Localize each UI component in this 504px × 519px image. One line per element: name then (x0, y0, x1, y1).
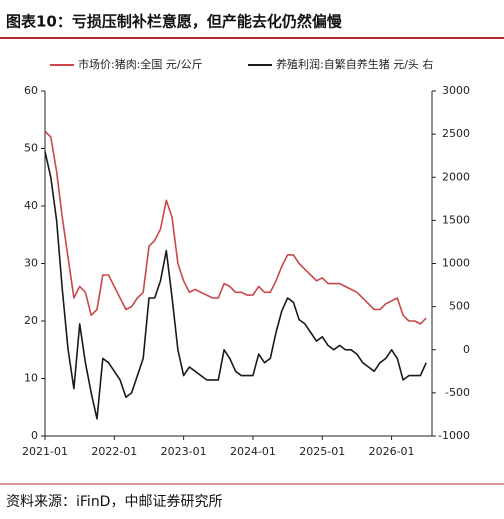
y2-tick-label: 1500 (442, 213, 470, 226)
y-tick-label: 30 (24, 257, 38, 270)
y2-tick-label: 2500 (442, 127, 470, 140)
y2-tick-label: 500 (449, 300, 470, 313)
y-tick-label: 40 (24, 199, 38, 212)
x-tick-label: 2025-01 (299, 445, 345, 458)
series-line (44, 130, 427, 325)
series-line (44, 151, 427, 420)
y-tick-label: 10 (24, 372, 38, 385)
chart-title: 图表10：亏损压制补栏意愿，但产能去化仍然偏慢 (6, 13, 343, 31)
x-tick-label: 2026-01 (369, 445, 415, 458)
y-tick-label: 60 (24, 84, 38, 97)
x-tick-label: 2023-01 (161, 445, 207, 458)
y2-tick-label: -1000 (438, 429, 470, 442)
y2-tick-label: 1000 (442, 257, 470, 270)
source: 资料来源：iFinD，中邮证券研究所 (6, 494, 222, 510)
y-tick-label: 0 (31, 429, 38, 442)
x-tick-label: 2024-01 (230, 445, 276, 458)
y2-tick-label: 3000 (442, 84, 470, 97)
y2-tick-label: 0 (463, 343, 470, 356)
legend-label: 养殖利润:自繁自养生猪 元/头 右 (276, 57, 433, 71)
y-tick-label: 50 (24, 142, 38, 155)
y2-tick-label: -500 (445, 386, 470, 399)
y2-tick-label: 2000 (442, 170, 470, 183)
legend-label: 市场价:猪肉:全国 元/公斤 (78, 57, 203, 71)
x-tick-label: 2022-01 (91, 445, 137, 458)
x-tick-label: 2021-01 (22, 445, 68, 458)
y-tick-label: 20 (24, 314, 38, 327)
